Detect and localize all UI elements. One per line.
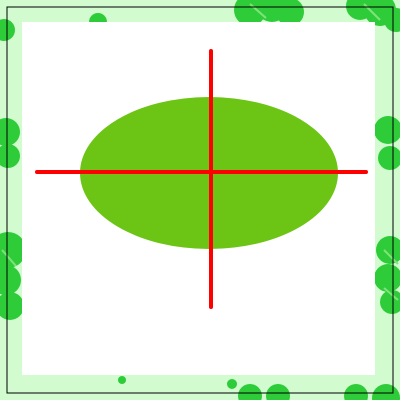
clover-vein [383,249,399,265]
clover-vein-group [1,3,399,301]
clover-leaf-icon [238,384,290,400]
clover-vein [249,3,267,19]
clover-vein [383,287,399,301]
clover-leaf-icon [0,232,26,320]
clover-leaf-icon [118,376,237,389]
clover-leaf-icon [374,236,400,314]
border-line [6,6,394,394]
clover-leaf-icon [374,116,400,170]
crosshair [35,49,368,309]
clover-vein [1,249,17,267]
clover-leaf-icon [346,0,400,32]
clover-leaf-icon [0,118,20,168]
clover-leaf-icon [234,0,304,26]
